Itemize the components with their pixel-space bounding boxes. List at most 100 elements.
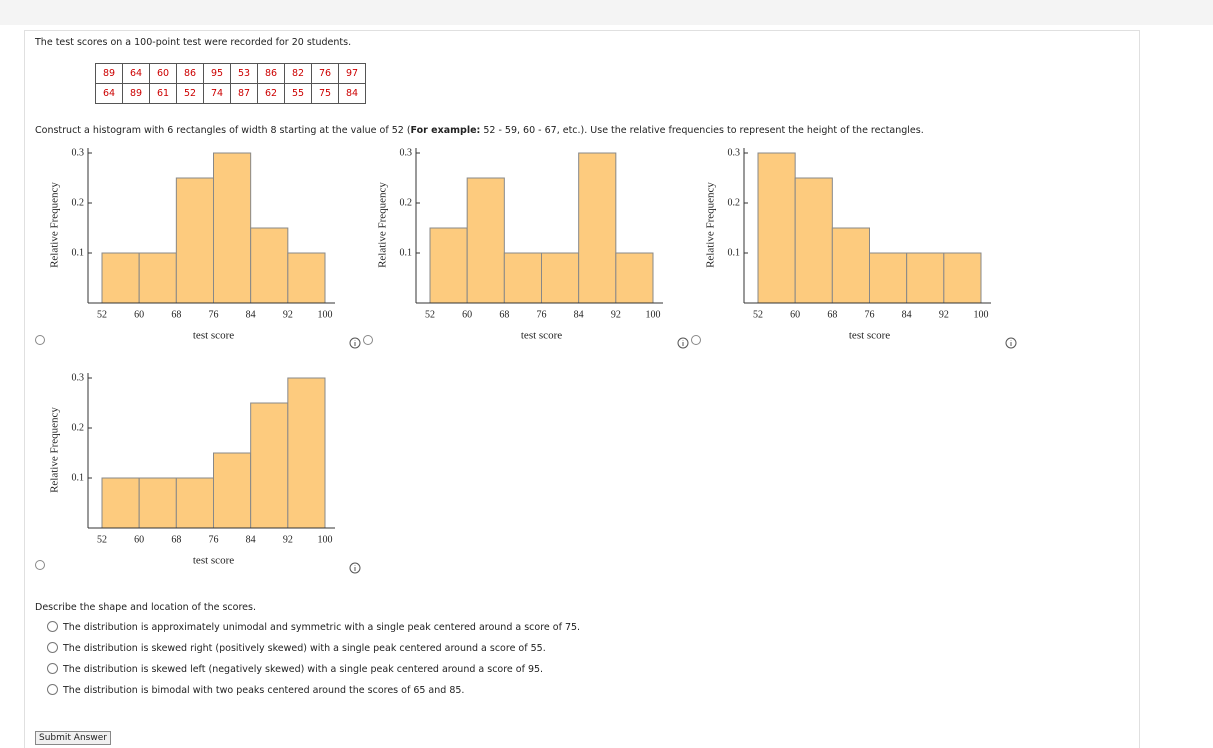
top-band: [0, 0, 1213, 25]
bar: [250, 402, 289, 529]
y-axis-label: Relative Frequency: [49, 407, 61, 493]
x-axis-label: test score: [849, 330, 890, 342]
x-tick-label: 60: [790, 309, 800, 320]
info-icon[interactable]: [349, 562, 361, 574]
choice-text: The distribution is approximately unimod…: [63, 622, 581, 633]
intro-text: The test scores on a 100-point test were…: [35, 37, 352, 48]
y-tick-label: 0.2: [72, 422, 85, 433]
y-tick-label: 0.1: [400, 247, 413, 258]
x-tick-label: 60: [134, 534, 144, 545]
bar: [101, 477, 140, 529]
bar: [794, 177, 833, 304]
choice: The distribution is skewed right (positi…: [47, 642, 546, 654]
instruction-bold: For example:: [410, 125, 481, 136]
option-radio[interactable]: [691, 335, 701, 345]
x-tick-label: 68: [827, 309, 837, 320]
bar: [541, 252, 580, 304]
bar: [906, 252, 945, 304]
choice-text: The distribution is skewed left (negativ…: [63, 664, 544, 675]
histogram: 0.1 0.2 0.3 52 60 68 76 84 92 100 test score Relati…: [49, 372, 335, 567]
bar: [503, 252, 543, 304]
info-icon[interactable]: [1005, 337, 1017, 349]
x-tick-label: 100: [646, 309, 661, 320]
data-table: 89 64 60 86 95 53 86 82 76 97 64 89 61 52 74 87 62 55 75 84: [95, 63, 366, 104]
bar: [757, 152, 796, 304]
y-tick-label: 0.3: [72, 147, 85, 158]
instruction-text: 52 - 59, 60 - 67, etc.). Use the relativ…: [480, 125, 924, 136]
x-tick-label: 68: [499, 309, 509, 320]
bar: [138, 477, 177, 529]
option-radio[interactable]: [35, 335, 45, 345]
x-tick-label: 52: [97, 534, 107, 545]
y-tick-label: 0.1: [72, 472, 85, 483]
question-text: Describe the shape and location of the s…: [35, 602, 256, 613]
choice-text: The distribution is bimodal with two pea…: [63, 685, 465, 696]
y-tick-label: 0.1: [728, 247, 741, 258]
y-tick-label: 0.2: [400, 197, 413, 208]
table-cell: 74: [203, 83, 231, 104]
x-axis-label: test score: [521, 330, 562, 342]
x-tick-label: 76: [537, 309, 547, 320]
x-tick-label: 52: [97, 309, 107, 320]
y-axis-label: Relative Frequency: [377, 182, 389, 268]
x-tick-label: 100: [974, 309, 989, 320]
bar: [831, 227, 870, 304]
x-tick-label: 92: [283, 534, 293, 545]
y-axis-label: Relative Frequency: [49, 182, 61, 268]
x-tick-label: 92: [939, 309, 949, 320]
bar: [429, 227, 468, 304]
option-radio[interactable]: [35, 560, 45, 570]
x-tick-label: 100: [318, 309, 333, 320]
option-radio[interactable]: [363, 335, 373, 345]
table-cell: 89: [122, 83, 150, 104]
info-glyph: [354, 340, 1012, 571]
bar: [287, 252, 326, 304]
x-tick-label: 84: [574, 309, 584, 320]
y-tick-label: 0.2: [72, 197, 85, 208]
y-axis-label: Relative Frequency: [705, 182, 717, 268]
histogram: 0.1 0.2 0.3 52 60 68 76 84 92 100 test score Relati…: [377, 147, 663, 342]
choice-radio[interactable]: [47, 621, 58, 632]
x-tick-label: 100: [318, 534, 333, 545]
bar: [213, 152, 252, 304]
choice-text: The distribution is skewed right (positi…: [63, 643, 546, 654]
x-tick-label: 52: [425, 309, 435, 320]
y-tick-label: 0.3: [72, 372, 85, 383]
x-tick-label: 76: [865, 309, 875, 320]
x-tick-label: 84: [246, 534, 256, 545]
choice-radio[interactable]: [47, 663, 58, 674]
histogram: 0.1 0.2 0.3 52 60 68 76 84 92 100 test score Relati…: [49, 147, 335, 342]
submit-button[interactable]: Submit Answer: [35, 731, 111, 745]
x-tick-label: 76: [209, 309, 219, 320]
bar: [578, 152, 617, 304]
x-tick-label: 84: [246, 309, 256, 320]
bar: [175, 177, 214, 304]
x-axis-label: test score: [193, 330, 234, 342]
x-tick-label: 84: [902, 309, 912, 320]
choice-radio[interactable]: [47, 684, 58, 695]
y-tick-label: 0.3: [728, 147, 741, 158]
choice: The distribution is approximately unimod…: [47, 621, 580, 633]
bar: [869, 252, 908, 304]
x-tick-label: 52: [753, 309, 763, 320]
histogram: 0.1 0.2 0.3 52 60 68 76 84 92 100 test score Relati…: [705, 147, 991, 342]
info-icon[interactable]: [349, 337, 361, 349]
question-panel: [24, 30, 1140, 748]
y-tick-label: 0.2: [728, 197, 741, 208]
instruction: Construct a histogram with 6 rectangles …: [35, 125, 924, 136]
x-tick-label: 60: [134, 309, 144, 320]
table-row: 64 89 61 52 74 87 62 55 75 84: [95, 83, 366, 104]
choice: The distribution is skewed left (negativ…: [47, 663, 543, 675]
bar: [175, 477, 214, 529]
info-icon[interactable]: [677, 337, 689, 349]
table-cell: 97: [338, 63, 366, 84]
bar: [138, 252, 177, 304]
bar: [250, 227, 289, 304]
y-tick-label: 0.1: [72, 247, 85, 258]
x-tick-label: 76: [209, 534, 219, 545]
choice-radio[interactable]: [47, 642, 58, 653]
bar: [213, 452, 252, 529]
x-tick-label: 60: [462, 309, 472, 320]
